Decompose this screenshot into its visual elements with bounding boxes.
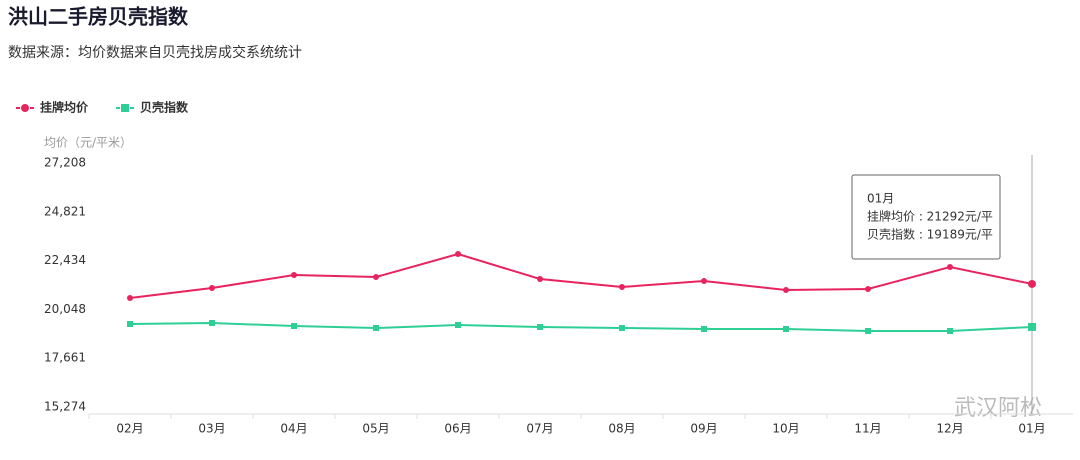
x-tick-label: 06月 bbox=[444, 422, 471, 436]
x-tick-label: 04月 bbox=[280, 422, 307, 436]
point bbox=[701, 277, 707, 284]
x-tick-label: 12月 bbox=[936, 422, 963, 436]
x-tick-label: 02月 bbox=[116, 422, 143, 436]
point bbox=[455, 251, 461, 258]
legend-marker bbox=[121, 104, 129, 112]
series-line bbox=[129, 322, 1033, 333]
title: 洪山二手房贝壳指数 bbox=[8, 5, 189, 29]
point bbox=[783, 287, 789, 294]
y-axis-label: 均价（元/平米） bbox=[44, 136, 132, 150]
x-tick-label: 07月 bbox=[526, 422, 553, 436]
point bbox=[127, 295, 133, 302]
point bbox=[1028, 279, 1036, 288]
series-line bbox=[129, 252, 1033, 299]
legend-label: 挂牌均价 bbox=[40, 100, 89, 115]
y-tick-label: 22,434 bbox=[44, 253, 86, 267]
tooltip-line: 挂牌均价 : 21292元/平 bbox=[867, 210, 993, 224]
point bbox=[291, 272, 297, 279]
point bbox=[619, 284, 625, 291]
point bbox=[537, 276, 543, 283]
x-tick-label: 11月 bbox=[854, 422, 881, 436]
point bbox=[127, 321, 133, 328]
subtitle: 数据来源：均价数据来自贝壳找房成交系统统计 bbox=[8, 44, 302, 61]
point bbox=[701, 325, 707, 332]
point bbox=[1028, 322, 1036, 331]
y-tick-label: 24,821 bbox=[44, 204, 86, 218]
y-tick-label: 20,048 bbox=[44, 302, 86, 316]
tooltip-title: 01月 bbox=[867, 192, 894, 206]
x-tick-label: 09月 bbox=[690, 422, 717, 436]
point bbox=[291, 322, 297, 329]
x-tick-label: 05月 bbox=[362, 422, 389, 436]
point bbox=[947, 328, 953, 335]
x-tick-label: 08月 bbox=[608, 422, 635, 436]
tooltip-box bbox=[851, 174, 1001, 260]
point bbox=[947, 264, 953, 271]
point bbox=[865, 328, 871, 335]
x-tick-label: 01月 bbox=[1018, 422, 1045, 436]
point bbox=[537, 323, 543, 330]
tooltip-line: 贝壳指数 : 19189元/平 bbox=[867, 227, 993, 242]
legend-label: 贝壳指数 bbox=[140, 100, 189, 115]
point bbox=[209, 285, 215, 292]
x-tick-label: 10月 bbox=[772, 422, 799, 436]
x-tick-label: 03月 bbox=[198, 422, 225, 436]
y-tick-label: 27,208 bbox=[44, 156, 86, 170]
y-tick-label: 15,274 bbox=[44, 400, 86, 414]
point bbox=[619, 324, 625, 331]
y-tick-label: 17,661 bbox=[44, 351, 86, 365]
point bbox=[373, 324, 379, 331]
point bbox=[373, 274, 379, 281]
point bbox=[783, 325, 789, 332]
legend-marker bbox=[21, 104, 29, 112]
watermark: 武汉阿松 bbox=[954, 396, 1042, 421]
point bbox=[455, 321, 461, 328]
point bbox=[865, 286, 871, 293]
point bbox=[209, 320, 215, 327]
